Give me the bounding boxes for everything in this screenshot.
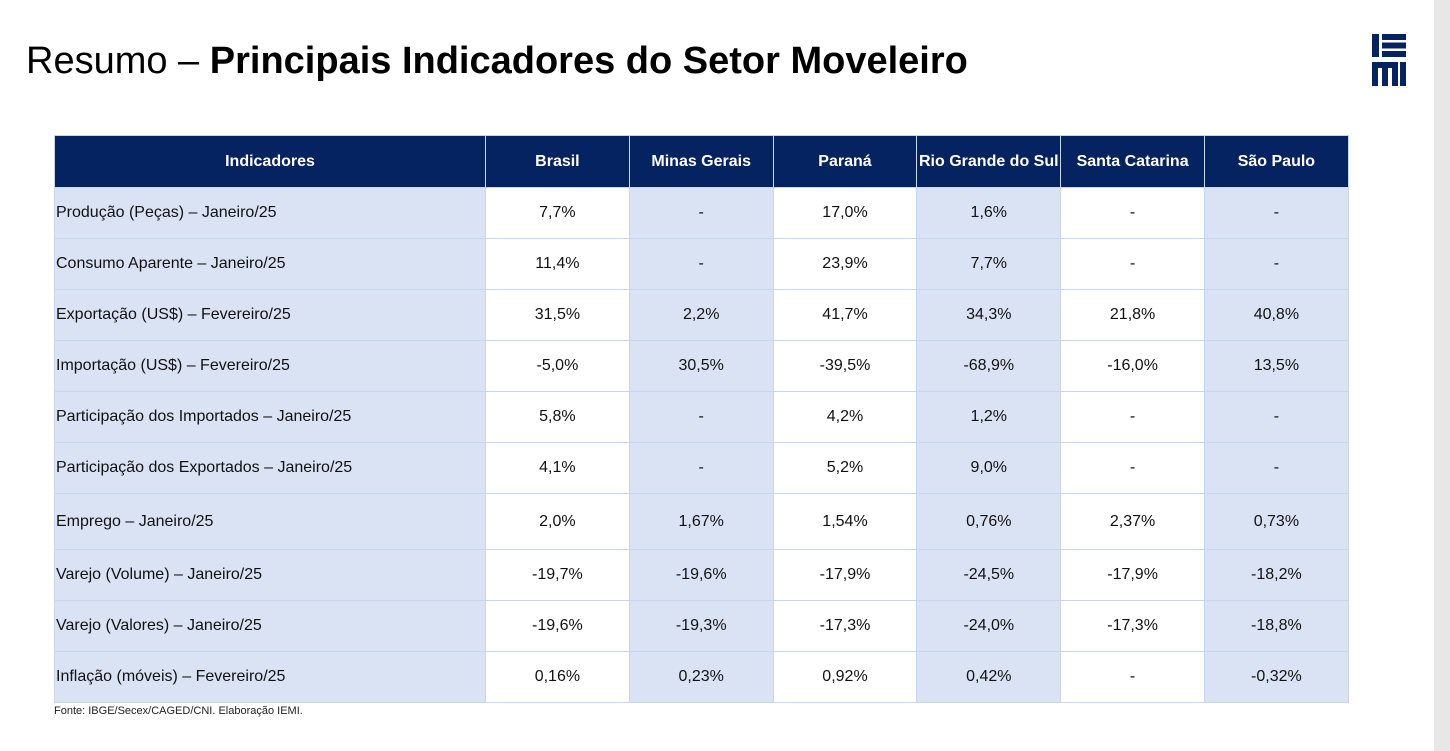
cell-value: 2,2% bbox=[628, 289, 774, 341]
cell-value: 34,3% bbox=[916, 289, 1062, 341]
cell-value: 4,1% bbox=[485, 442, 630, 494]
header-santa-catarina: Santa Catarina bbox=[1060, 135, 1205, 188]
cell-value: 11,4% bbox=[485, 238, 630, 290]
cell-value: - bbox=[628, 187, 774, 239]
cell-value: -17,3% bbox=[772, 600, 918, 652]
table-row: Consumo Aparente – Janeiro/25 11,4% - 23… bbox=[54, 238, 1349, 290]
cell-value: 23,9% bbox=[772, 238, 918, 290]
cell-value: 1,67% bbox=[628, 493, 774, 550]
cell-value: 31,5% bbox=[485, 289, 630, 341]
row-label: Varejo (Valores) – Janeiro/25 bbox=[54, 600, 486, 652]
cell-value: 9,0% bbox=[916, 442, 1062, 494]
row-label: Participação dos Exportados – Janeiro/25 bbox=[54, 442, 486, 494]
table-row: Importação (US$) – Fevereiro/25 -5,0% 30… bbox=[54, 340, 1349, 392]
cell-value: 4,2% bbox=[772, 391, 918, 443]
window-right-edge bbox=[1434, 0, 1450, 751]
cell-value: -24,5% bbox=[916, 549, 1062, 601]
cell-value: - bbox=[628, 238, 774, 290]
cell-value: 41,7% bbox=[772, 289, 918, 341]
table-row: Produção (Peças) – Janeiro/25 7,7% - 17,… bbox=[54, 187, 1349, 239]
cell-value: -0,32% bbox=[1203, 651, 1349, 703]
cell-value: 13,5% bbox=[1203, 340, 1349, 392]
row-label: Consumo Aparente – Janeiro/25 bbox=[54, 238, 486, 290]
cell-value: -17,9% bbox=[1060, 549, 1205, 601]
cell-value: - bbox=[1060, 391, 1205, 443]
table-row: Exportação (US$) – Fevereiro/25 31,5% 2,… bbox=[54, 289, 1349, 341]
cell-value: 21,8% bbox=[1060, 289, 1205, 341]
row-label: Emprego – Janeiro/25 bbox=[54, 493, 486, 550]
cell-value: -39,5% bbox=[772, 340, 918, 392]
header-minas-gerais: Minas Gerais bbox=[628, 135, 774, 188]
cell-value: -24,0% bbox=[916, 600, 1062, 652]
cell-value: 0,73% bbox=[1203, 493, 1349, 550]
cell-value: - bbox=[1060, 187, 1205, 239]
table-header-row: Indicadores Brasil Minas Gerais Paraná R… bbox=[54, 135, 1349, 188]
source-note: Fonte: IBGE/Secex/CAGED/CNI. Elaboração … bbox=[54, 705, 303, 717]
cell-value: -17,3% bbox=[1060, 600, 1205, 652]
cell-value: - bbox=[628, 391, 774, 443]
cell-value: -5,0% bbox=[485, 340, 630, 392]
row-label: Exportação (US$) – Fevereiro/25 bbox=[54, 289, 486, 341]
header-sao-paulo: São Paulo bbox=[1203, 135, 1349, 188]
cell-value: 2,0% bbox=[485, 493, 630, 550]
cell-value: -19,3% bbox=[628, 600, 774, 652]
row-label: Importação (US$) – Fevereiro/25 bbox=[54, 340, 486, 392]
table-row: Participação dos Exportados – Janeiro/25… bbox=[54, 442, 1349, 494]
cell-value: 40,8% bbox=[1203, 289, 1349, 341]
table-row: Emprego – Janeiro/25 2,0% 1,67% 1,54% 0,… bbox=[54, 493, 1349, 550]
cell-value: 17,0% bbox=[772, 187, 918, 239]
cell-value: -19,7% bbox=[485, 549, 630, 601]
cell-value: 1,54% bbox=[772, 493, 918, 550]
cell-value: -19,6% bbox=[628, 549, 774, 601]
cell-value: 0,16% bbox=[485, 651, 630, 703]
table-row: Varejo (Volume) – Janeiro/25 -19,7% -19,… bbox=[54, 549, 1349, 601]
header-indicadores: Indicadores bbox=[54, 135, 486, 188]
cell-value: 30,5% bbox=[628, 340, 774, 392]
cell-value: 7,7% bbox=[485, 187, 630, 239]
table-row: Inflação (móveis) – Fevereiro/25 0,16% 0… bbox=[54, 651, 1349, 703]
cell-value: 1,2% bbox=[916, 391, 1062, 443]
title-main: Principais Indicadores do Setor Moveleir… bbox=[209, 40, 968, 82]
cell-value: 0,92% bbox=[772, 651, 918, 703]
cell-value: 0,76% bbox=[916, 493, 1062, 550]
cell-value: 0,23% bbox=[628, 651, 774, 703]
table-row: Varejo (Valores) – Janeiro/25 -19,6% -19… bbox=[54, 600, 1349, 652]
row-label: Varejo (Volume) – Janeiro/25 bbox=[54, 549, 486, 601]
indicators-table: Indicadores Brasil Minas Gerais Paraná R… bbox=[54, 135, 1349, 703]
cell-value: -19,6% bbox=[485, 600, 630, 652]
cell-value: - bbox=[1203, 238, 1349, 290]
cell-value: - bbox=[1203, 187, 1349, 239]
cell-value: 5,8% bbox=[485, 391, 630, 443]
row-label: Produção (Peças) – Janeiro/25 bbox=[54, 187, 486, 239]
cell-value: -68,9% bbox=[916, 340, 1062, 392]
cell-value: -17,9% bbox=[772, 549, 918, 601]
header-parana: Paraná bbox=[772, 135, 918, 188]
cell-value: - bbox=[1060, 651, 1205, 703]
cell-value: - bbox=[1203, 442, 1349, 494]
iemi-logo-icon bbox=[1372, 34, 1406, 86]
cell-value: 7,7% bbox=[916, 238, 1062, 290]
cell-value: - bbox=[628, 442, 774, 494]
cell-value: - bbox=[1060, 238, 1205, 290]
cell-value: 1,6% bbox=[916, 187, 1062, 239]
header-brasil: Brasil bbox=[485, 135, 630, 188]
cell-value: -18,2% bbox=[1203, 549, 1349, 601]
cell-value: 5,2% bbox=[772, 442, 918, 494]
table-row: Participação dos Importados – Janeiro/25… bbox=[54, 391, 1349, 443]
row-label: Inflação (móveis) – Fevereiro/25 bbox=[54, 651, 486, 703]
cell-value: 2,37% bbox=[1060, 493, 1205, 550]
header-rio-grande-do-sul: Rio Grande do Sul bbox=[916, 135, 1062, 188]
cell-value: -18,8% bbox=[1203, 600, 1349, 652]
page-title: Resumo – Principais Indicadores do Setor… bbox=[26, 38, 968, 84]
cell-value: - bbox=[1203, 391, 1349, 443]
cell-value: -16,0% bbox=[1060, 340, 1205, 392]
title-prefix: Resumo – bbox=[26, 40, 200, 82]
cell-value: - bbox=[1060, 442, 1205, 494]
cell-value: 0,42% bbox=[916, 651, 1062, 703]
row-label: Participação dos Importados – Janeiro/25 bbox=[54, 391, 486, 443]
